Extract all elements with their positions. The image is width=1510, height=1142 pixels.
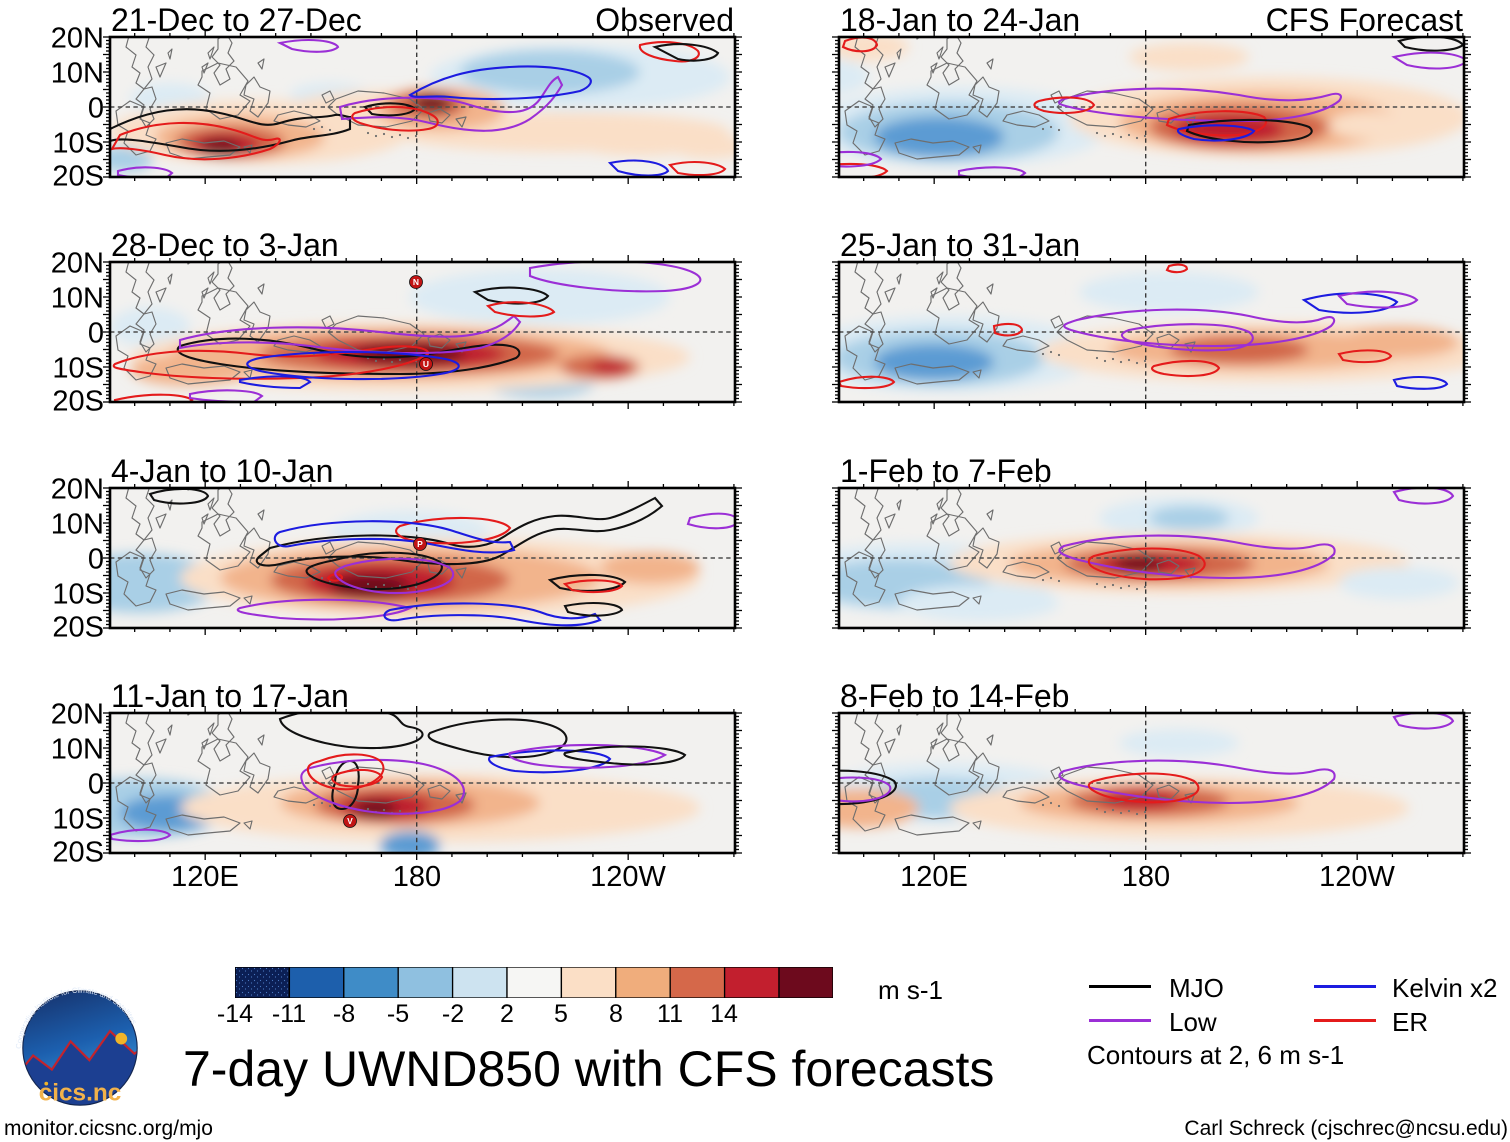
svg-text:V: V <box>347 816 353 826</box>
svg-text:N: N <box>413 277 419 287</box>
svg-text:P: P <box>417 539 423 549</box>
svg-text:U: U <box>423 359 429 369</box>
svg-text:cics.nc: cics.nc <box>39 1080 122 1107</box>
